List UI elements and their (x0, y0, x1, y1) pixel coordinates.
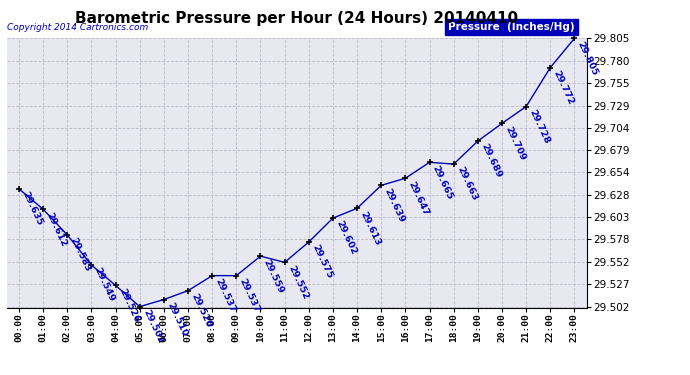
Text: 29.728: 29.728 (528, 108, 551, 145)
Text: 29.709: 29.709 (504, 125, 527, 162)
Text: 29.520: 29.520 (190, 292, 213, 329)
Text: 29.510: 29.510 (166, 301, 189, 338)
Text: 29.559: 29.559 (262, 258, 286, 294)
Text: 29.502: 29.502 (141, 308, 165, 345)
Text: 29.526: 29.526 (117, 287, 141, 324)
Text: 29.583: 29.583 (69, 236, 92, 273)
Text: 29.552: 29.552 (286, 264, 310, 301)
Text: 29.805: 29.805 (576, 40, 600, 77)
Text: 29.663: 29.663 (455, 165, 479, 202)
Text: Copyright 2014 Cartronics.com: Copyright 2014 Cartronics.com (7, 23, 148, 32)
Text: 29.612: 29.612 (45, 211, 68, 248)
Text: 29.635: 29.635 (21, 190, 44, 227)
Text: 29.647: 29.647 (407, 180, 431, 217)
Text: Barometric Pressure per Hour (24 Hours) 20140410: Barometric Pressure per Hour (24 Hours) … (75, 11, 518, 26)
Text: 29.639: 29.639 (383, 187, 406, 224)
Text: 29.613: 29.613 (359, 210, 382, 247)
Text: 29.602: 29.602 (335, 219, 358, 257)
Text: Pressure  (Inches/Hg): Pressure (Inches/Hg) (448, 22, 575, 32)
Text: 29.537: 29.537 (214, 277, 237, 314)
Text: 29.575: 29.575 (310, 243, 334, 280)
Text: 29.689: 29.689 (480, 142, 503, 180)
Text: 29.665: 29.665 (431, 164, 455, 201)
Text: 29.772: 29.772 (552, 69, 575, 106)
Text: 29.549: 29.549 (93, 266, 117, 303)
Text: 29.537: 29.537 (238, 277, 262, 314)
